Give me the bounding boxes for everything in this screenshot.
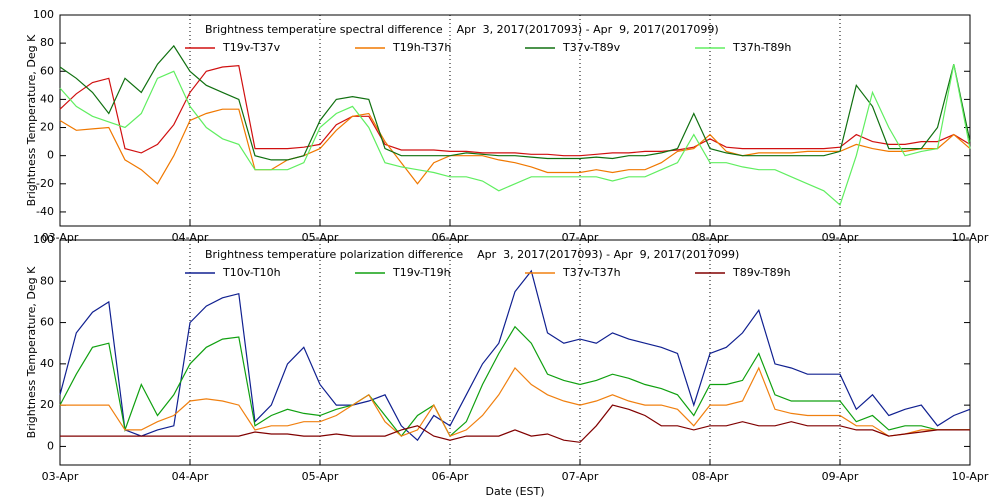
y-tick-label: 100 [33, 8, 54, 21]
data-line [59, 325, 970, 438]
legend-label: T37v-T89v [562, 41, 621, 54]
x-tick-label: 08-Apr [692, 470, 729, 483]
x-tick-label: 09-Apr [822, 470, 859, 483]
y-axis-label: Brightness Temperature, Deg K [25, 34, 38, 206]
x-tick-label: 10-Apr [952, 231, 989, 244]
x-tick-label: 04-Apr [172, 231, 209, 244]
data-line [59, 269, 971, 442]
y-tick-label: 80 [40, 274, 54, 287]
y-tick-label: 60 [40, 64, 54, 77]
y-tick-label: -20 [36, 177, 54, 190]
data-line [59, 64, 971, 206]
x-tick-label: 07-Apr [562, 470, 599, 483]
x-tick-label: 06-Apr [432, 470, 469, 483]
legend-label: T19h-T37h [392, 41, 451, 54]
chart-title: Brightness temperature spectral differen… [205, 23, 719, 36]
y-tick-label: 60 [40, 316, 54, 329]
y-tick-label: 20 [40, 398, 54, 411]
x-tick-label: 08-Apr [692, 231, 729, 244]
legend-label: T19v-T37v [222, 41, 281, 54]
x-tick-label: 04-Apr [172, 470, 209, 483]
y-axis-label: Brightness Temperature, Deg K [25, 266, 38, 438]
y-tick-label: 80 [40, 36, 54, 49]
legend-label: T19v-T19h [392, 266, 451, 279]
x-tick-label: 03-Apr [42, 470, 79, 483]
y-tick-label: 40 [40, 92, 54, 105]
x-tick-label: 03-Apr [42, 231, 79, 244]
chart-title: Brightness temperature polarization diff… [205, 248, 739, 261]
y-tick-label: 40 [40, 357, 54, 370]
x-axis-label: Date (EST) [485, 485, 544, 498]
legend-label: T89v-T89h [732, 266, 791, 279]
x-tick-label: 06-Apr [432, 231, 469, 244]
x-tick-label: 07-Apr [562, 231, 599, 244]
data-line [60, 366, 970, 437]
y-tick-label: -40 [36, 205, 54, 218]
y-tick-label: 0 [47, 149, 54, 162]
plot-frame [59, 14, 971, 227]
x-tick-label: 05-Apr [302, 231, 339, 244]
legend-label: T37h-T89h [732, 41, 791, 54]
data-line [59, 108, 971, 185]
data-line [59, 64, 971, 157]
y-tick-label: 100 [33, 233, 54, 246]
legend-label: T10v-T10h [222, 266, 281, 279]
x-tick-label: 05-Apr [302, 470, 339, 483]
data-line [59, 44, 971, 161]
y-tick-label: 0 [47, 439, 54, 452]
legend-label: T37v-T37h [562, 266, 621, 279]
y-tick-label: 20 [40, 121, 54, 134]
x-tick-label: 10-Apr [952, 470, 989, 483]
data-line [60, 404, 970, 443]
x-tick-label: 09-Apr [822, 231, 859, 244]
